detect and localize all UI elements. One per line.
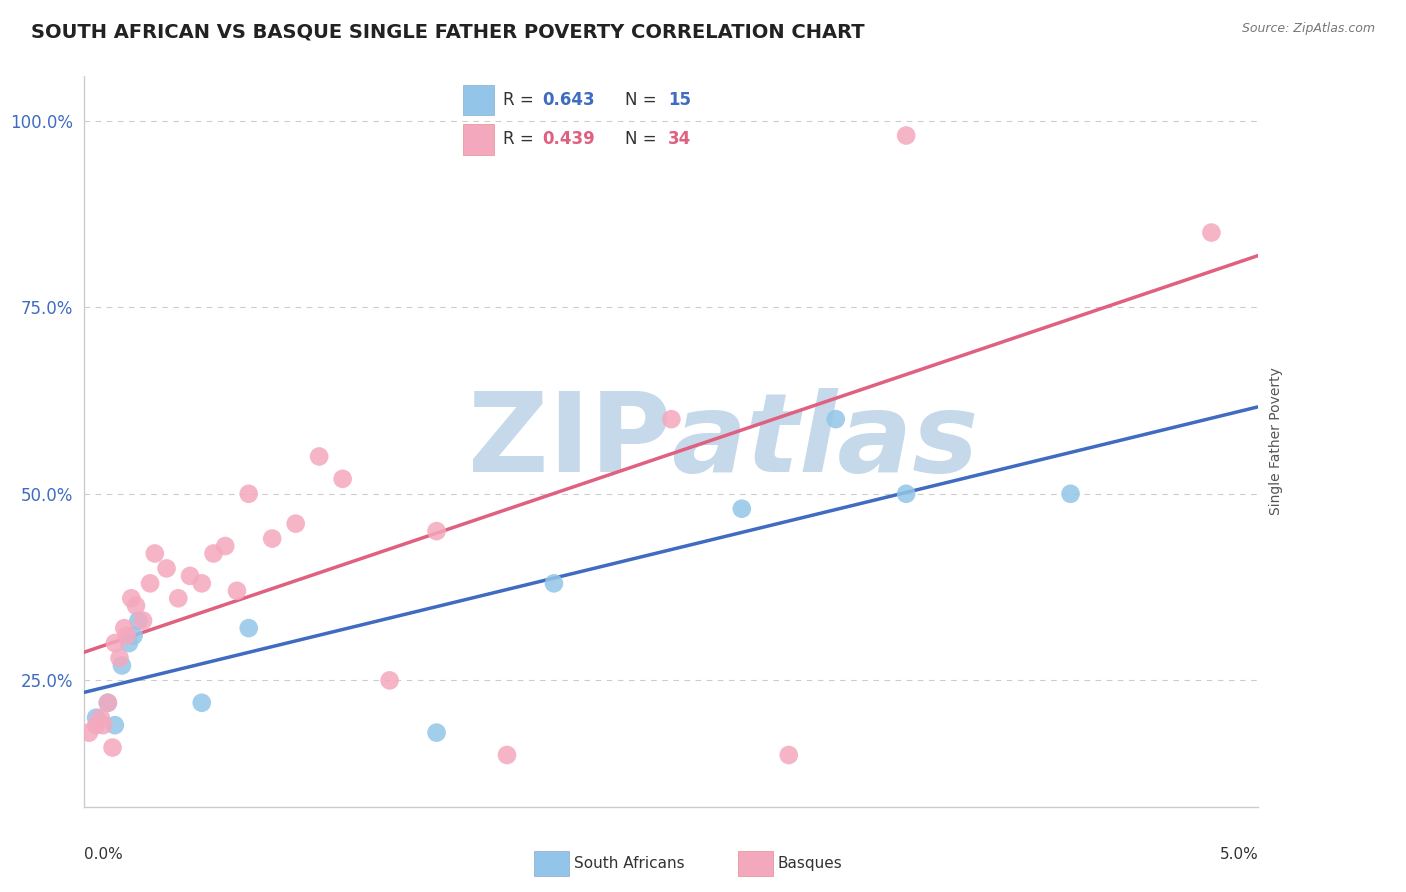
Point — [226, 583, 249, 598]
Point — [84, 711, 107, 725]
Point — [238, 621, 260, 635]
Point — [84, 718, 107, 732]
Point — [127, 614, 149, 628]
Point — [191, 696, 214, 710]
Point — [132, 614, 155, 628]
Point — [426, 524, 449, 538]
Point — [91, 718, 114, 732]
Point — [155, 561, 177, 575]
Point — [111, 658, 134, 673]
Text: atlas: atlas — [672, 388, 979, 495]
Point — [661, 412, 683, 426]
Point — [179, 569, 201, 583]
Point — [214, 539, 236, 553]
Text: Basques: Basques — [778, 856, 842, 871]
Point — [112, 621, 135, 635]
Text: 5.0%: 5.0% — [1219, 847, 1258, 863]
Point — [1201, 226, 1223, 240]
Point — [77, 725, 100, 739]
Text: ZIP: ZIP — [468, 388, 672, 495]
Point — [104, 636, 127, 650]
Point — [778, 747, 800, 762]
Point — [202, 547, 225, 561]
Point — [1059, 487, 1081, 501]
Point — [143, 547, 166, 561]
Point — [332, 472, 354, 486]
Point — [125, 599, 148, 613]
Point — [118, 636, 141, 650]
Point — [115, 629, 138, 643]
Text: South Africans: South Africans — [574, 856, 685, 871]
Y-axis label: Single Father Poverty: Single Father Poverty — [1270, 368, 1284, 516]
Point — [378, 673, 401, 688]
Point — [108, 651, 131, 665]
Point — [731, 501, 754, 516]
Text: Source: ZipAtlas.com: Source: ZipAtlas.com — [1241, 22, 1375, 36]
Point — [97, 696, 120, 710]
Point — [262, 532, 284, 546]
Point — [238, 487, 260, 501]
Point — [496, 747, 519, 762]
Point — [896, 128, 918, 143]
Point — [167, 591, 190, 606]
Point — [308, 450, 330, 464]
Point — [284, 516, 307, 531]
Text: SOUTH AFRICAN VS BASQUE SINGLE FATHER POVERTY CORRELATION CHART: SOUTH AFRICAN VS BASQUE SINGLE FATHER PO… — [31, 22, 865, 41]
Point — [543, 576, 565, 591]
Point — [139, 576, 162, 591]
Point — [896, 487, 918, 501]
Point — [90, 711, 112, 725]
Text: 0.0%: 0.0% — [84, 847, 124, 863]
Point — [120, 591, 142, 606]
Point — [191, 576, 214, 591]
Point — [122, 629, 145, 643]
Point — [97, 696, 120, 710]
Point — [824, 412, 846, 426]
Point — [426, 725, 449, 739]
Point — [104, 718, 127, 732]
Point — [101, 740, 124, 755]
